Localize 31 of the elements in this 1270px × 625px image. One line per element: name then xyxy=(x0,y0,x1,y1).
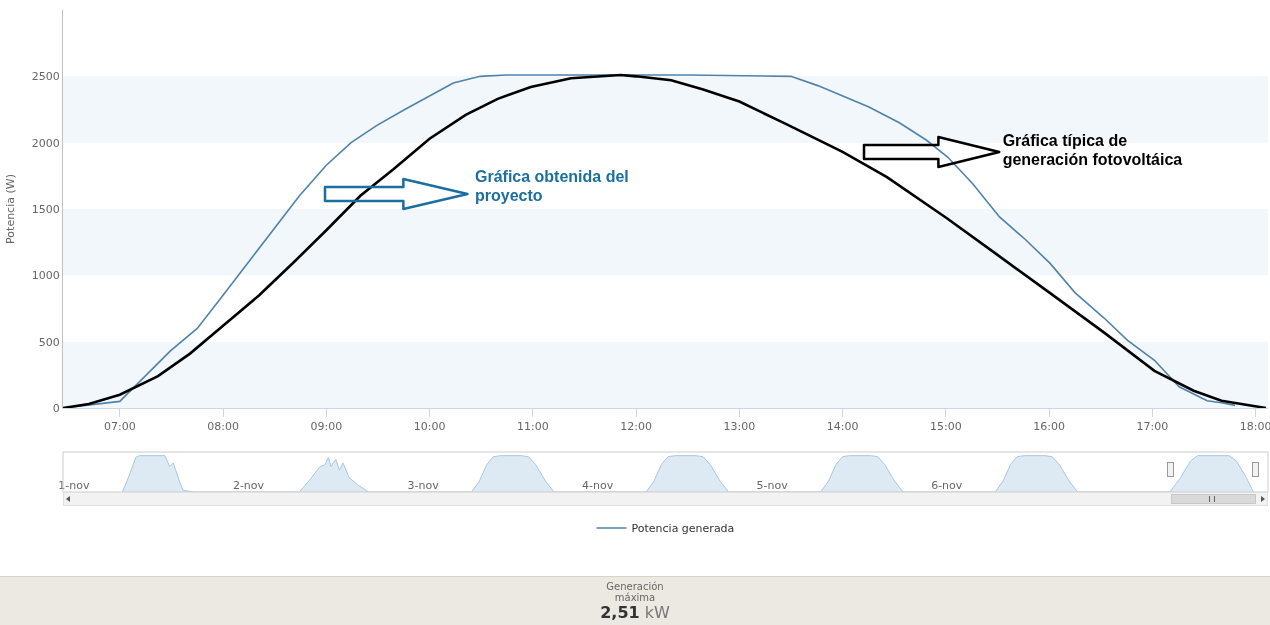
x-tick-label: 16:00 xyxy=(1033,420,1065,434)
y-tick-label: 500 xyxy=(38,335,60,349)
annotation: Gráfica típica de generación fotovoltáica xyxy=(1002,130,1184,169)
y-tick-label: 0 xyxy=(52,401,60,415)
x-tick-label: 3-nov xyxy=(407,479,440,492)
x-tick-label: 5-nov xyxy=(756,479,789,492)
x-tick-label: 10:00 xyxy=(413,420,446,434)
text: Generación máxima xyxy=(605,581,665,603)
x-tick-label: 17:00 xyxy=(1136,420,1169,434)
x-tick-label: 12:00 xyxy=(620,420,652,434)
text: 2,51 xyxy=(600,603,640,622)
y-tick-label: 1500 xyxy=(31,202,60,216)
x-tick-label: 07:00 xyxy=(103,420,136,434)
annotation: Gráfica obtenida del proyecto xyxy=(474,167,630,206)
y-tick-label: 1000 xyxy=(31,269,60,283)
x-tick-label: 09:00 xyxy=(310,420,343,434)
legend-label: Potencia generada xyxy=(631,522,735,536)
x-tick-label: 15:00 xyxy=(929,420,962,434)
x-tick-label: 18:00 xyxy=(1239,420,1270,434)
text: kW xyxy=(643,603,670,622)
x-tick-label: 6-nov xyxy=(931,479,963,492)
x-tick-label: 2-nov xyxy=(232,479,265,492)
x-tick-label: 08:00 xyxy=(207,420,239,434)
y-tick-label: 2500 xyxy=(31,70,60,84)
x-tick-label: 11:00 xyxy=(516,420,549,434)
y-tick-label: 2000 xyxy=(31,136,60,150)
y-axis-title: Potencia (W) xyxy=(4,174,18,244)
x-tick-label: 14:00 xyxy=(826,420,859,434)
x-tick-label: 4-nov xyxy=(582,479,614,492)
x-tick-label: 13:00 xyxy=(723,420,756,434)
x-tick-label: 1-nov xyxy=(58,479,90,492)
